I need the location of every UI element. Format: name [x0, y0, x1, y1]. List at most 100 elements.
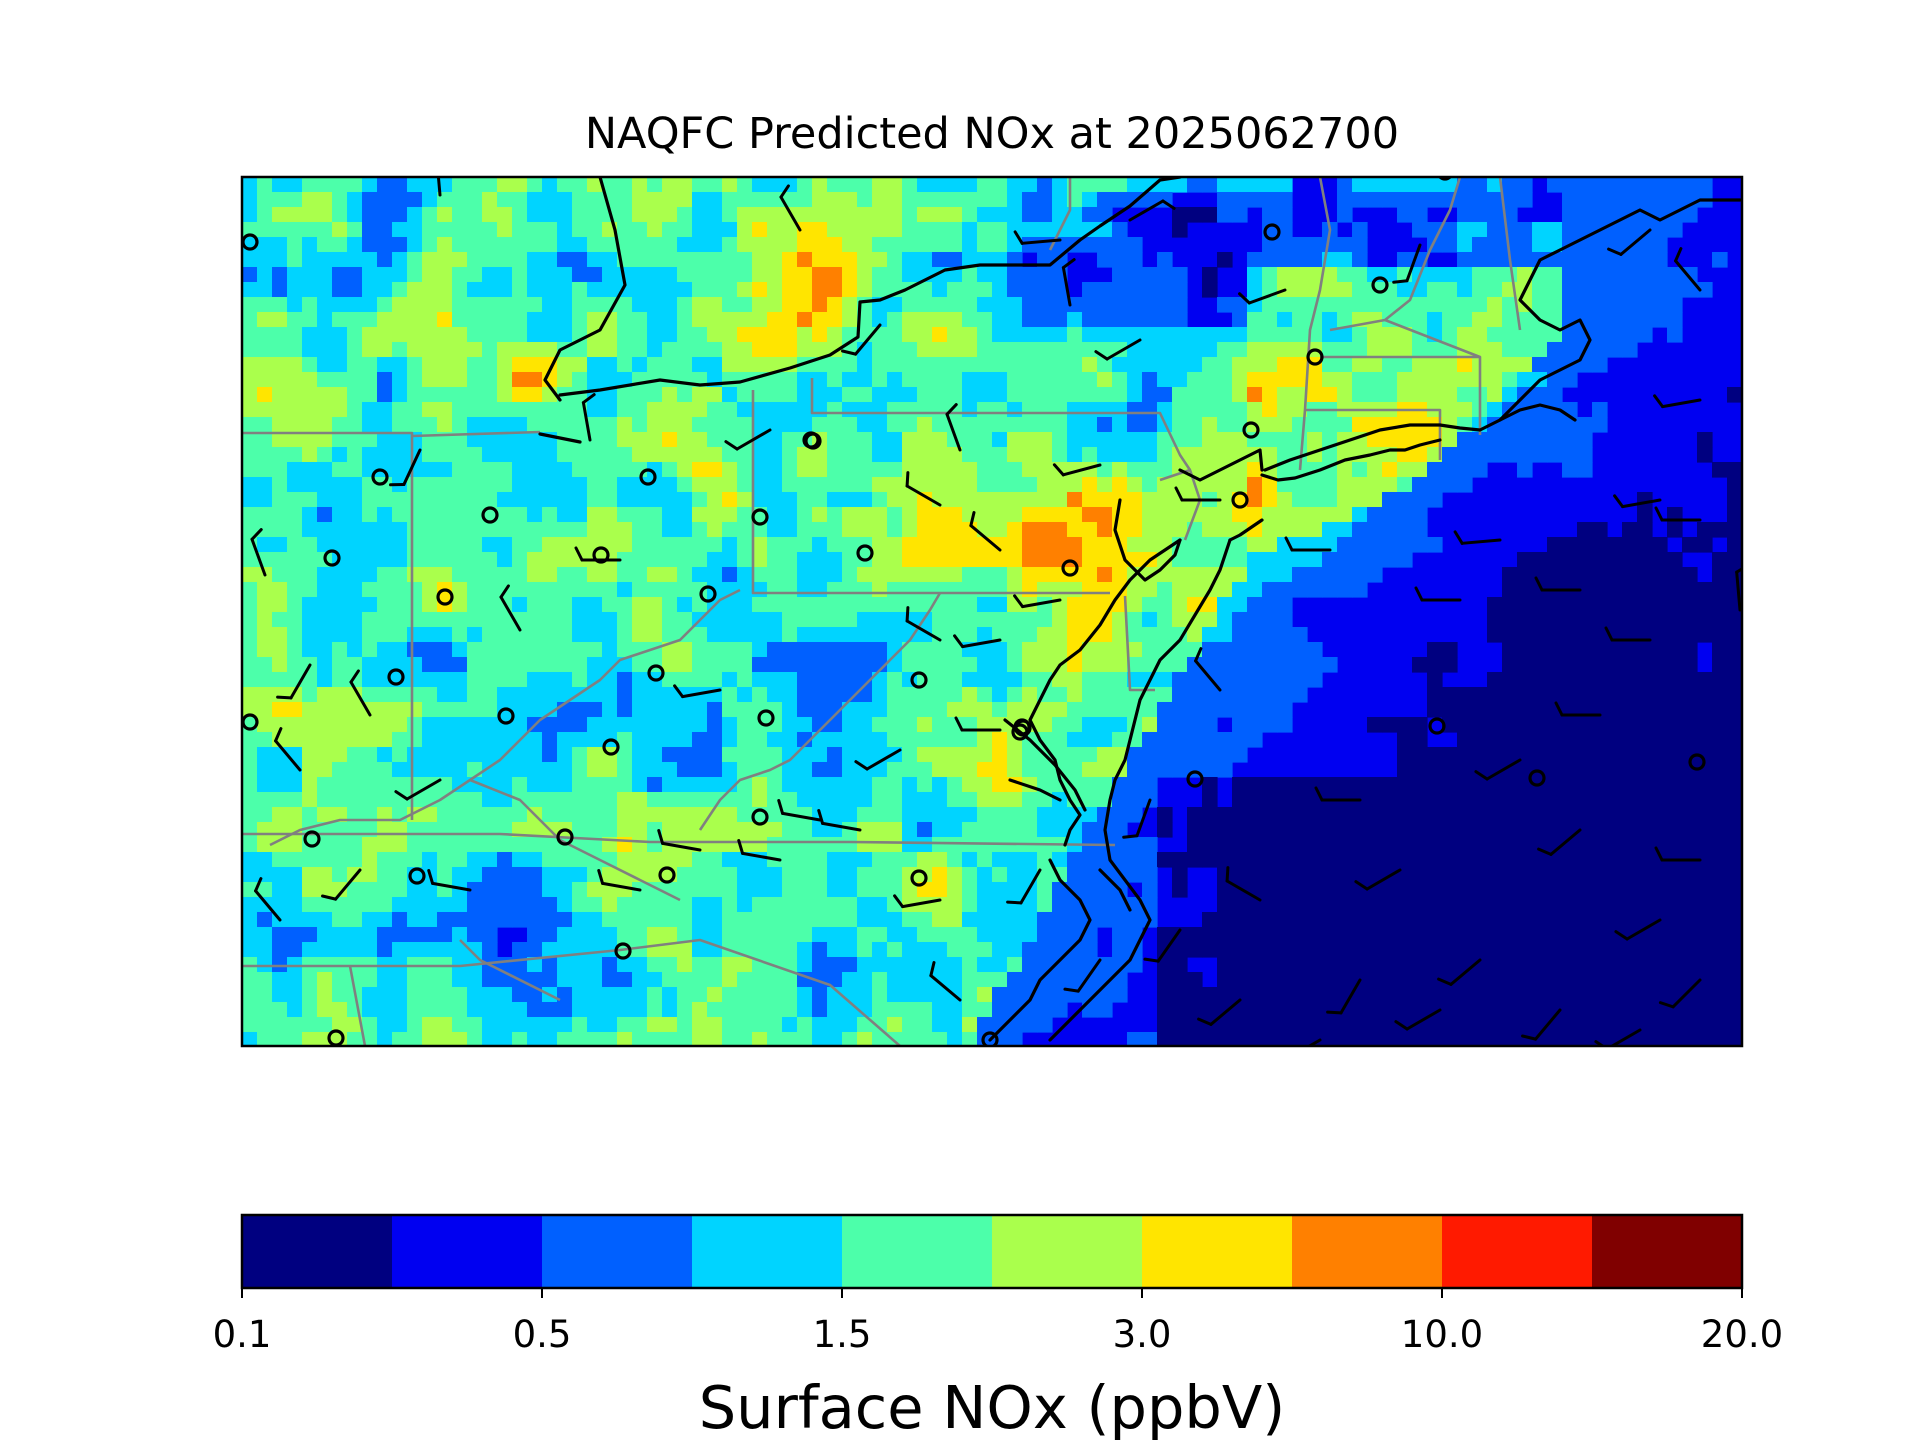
- wind-barb: [1474, 758, 1522, 781]
- calm-wind-circle: [481, 506, 499, 524]
- calm-wind-circle: [497, 707, 515, 725]
- wind-barb: [929, 961, 962, 1002]
- wind-barb: [1194, 647, 1222, 692]
- colorbar-tick-label: 0.5: [513, 1313, 572, 1356]
- colorbar-label: Surface NOx (ppbV): [699, 1373, 1286, 1440]
- wind-barb: [274, 727, 302, 772]
- calm-wind-circle: [910, 869, 928, 887]
- wind-barb: [673, 684, 722, 699]
- wind-barb: [905, 606, 942, 642]
- coastline: [538, 177, 1742, 1042]
- calm-wind-circle: [614, 942, 632, 960]
- wind-barb: [1122, 798, 1152, 839]
- colorbar-tick-label: 1.5: [813, 1313, 872, 1356]
- wind-barb: [1735, 563, 1742, 612]
- colorbar-swatch: [1292, 1215, 1443, 1288]
- wind-barbs: [250, 177, 1742, 1046]
- colorbar-swatch: [1592, 1215, 1743, 1288]
- colorbar-tick-label: 20.0: [1701, 1313, 1783, 1356]
- wind-barb: [1326, 978, 1362, 1015]
- wind-barb: [349, 669, 372, 717]
- colorbar-swatch: [1142, 1215, 1293, 1288]
- wind-barb: [250, 528, 267, 577]
- calm-wind-circle: [387, 668, 405, 686]
- calm-wind-circle: [1688, 753, 1706, 771]
- wind-barb: [1414, 586, 1462, 602]
- wind-barb: [724, 428, 772, 451]
- calm-wind-markers: [242, 177, 1706, 1046]
- calm-wind-circle: [757, 709, 775, 727]
- state-boundaries: [242, 177, 1522, 1046]
- wind-barb: [945, 403, 962, 452]
- colorbar-swatch: [692, 1215, 843, 1288]
- calm-wind-circle: [1231, 491, 1249, 509]
- colorbar-swatch: [392, 1215, 543, 1288]
- wind-barb: [1607, 228, 1652, 256]
- wind-barb: [777, 799, 822, 822]
- colorbar-swatch: [1442, 1215, 1593, 1288]
- wind-barb: [1013, 230, 1062, 245]
- wind-barb: [1225, 866, 1262, 902]
- calm-wind-circle: [592, 546, 610, 564]
- wind-barb: [1437, 958, 1482, 986]
- wind-barb: [1392, 243, 1422, 284]
- wind-barb: [1674, 247, 1702, 292]
- colorbar-tick-label: 0.1: [213, 1313, 272, 1356]
- wind-barb: [1094, 338, 1142, 361]
- wind-barb: [657, 829, 702, 852]
- wind-barb: [574, 546, 622, 562]
- wind-barb: [1554, 701, 1602, 717]
- wind-barb: [321, 868, 362, 901]
- wind-barb: [1006, 868, 1042, 905]
- wind-barb: [854, 748, 902, 771]
- map-title: NAQFC Predicted NOx at 2025062700: [585, 109, 1399, 159]
- colorbar: [242, 1215, 1743, 1288]
- calm-wind-circle: [556, 828, 574, 846]
- wind-barb: [1654, 506, 1702, 522]
- calm-wind-circle: [1242, 421, 1260, 439]
- wind-barb: [1197, 998, 1242, 1026]
- calm-wind-circle: [1438, 177, 1452, 181]
- wind-barb: [1238, 288, 1287, 305]
- wind-barb: [1653, 394, 1702, 409]
- wind-barb: [435, 177, 442, 197]
- colorbar-swatch: [242, 1215, 393, 1288]
- wind-barb: [389, 448, 422, 487]
- calm-wind-circle: [1371, 276, 1389, 294]
- wind-barb: [427, 869, 472, 892]
- wind-barb: [1285, 1038, 1322, 1046]
- wind-barb: [394, 778, 442, 801]
- calm-wind-circle: [1306, 348, 1324, 366]
- calm-wind-circle: [910, 671, 928, 689]
- calm-wind-circle: [856, 544, 874, 562]
- wind-barb: [1521, 1008, 1562, 1041]
- wind-barb: [905, 471, 942, 507]
- wind-barb: [1354, 868, 1402, 891]
- calm-wind-circle: [1186, 770, 1204, 788]
- calm-wind-circle: [699, 585, 717, 603]
- calm-wind-circle: [436, 588, 454, 606]
- wind-barb: [1174, 486, 1222, 502]
- wind-barb: [597, 869, 642, 892]
- calm-wind-circle: [802, 431, 820, 449]
- wind-barb: [1537, 828, 1582, 856]
- colorbar-swatch: [542, 1215, 693, 1288]
- calm-wind-circle: [647, 664, 665, 682]
- colorbar-ticks: [241, 1288, 1743, 1298]
- calm-wind-circle: [323, 549, 341, 567]
- wind-barb: [841, 323, 882, 356]
- wind-barb: [779, 184, 802, 232]
- colorbar-swatch: [992, 1215, 1143, 1288]
- wind-barb: [954, 716, 1002, 732]
- wind-barb: [953, 634, 1002, 649]
- calm-wind-circle: [981, 1031, 999, 1046]
- wind-barb: [499, 584, 522, 632]
- map-panel: [242, 177, 1742, 1046]
- calm-wind-circle: [1428, 717, 1446, 735]
- wind-barb: [893, 894, 942, 909]
- calm-wind-circle: [1061, 559, 1079, 577]
- calm-wind-circle: [1263, 223, 1281, 241]
- wind-barb: [737, 839, 782, 862]
- wind-barb: [969, 511, 1002, 552]
